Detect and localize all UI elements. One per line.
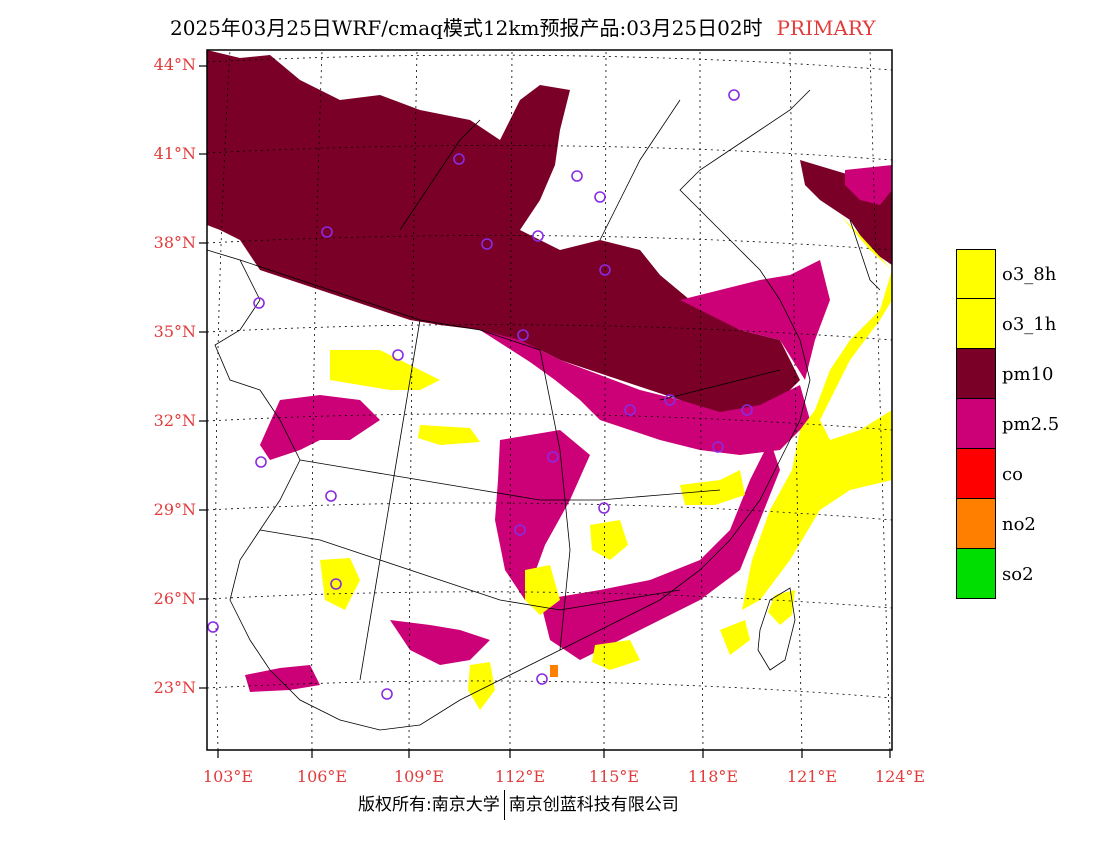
footer-divider: [503, 790, 505, 820]
lon-label-112: 112°E: [494, 767, 546, 786]
lon-label-118: 118°E: [687, 767, 739, 786]
legend-swatch: [956, 549, 996, 599]
o3-region-inland-6: [680, 470, 745, 505]
legend-item-o3-8h: o3_8h: [956, 249, 1059, 299]
o3-region-inland-2: [590, 520, 628, 560]
boundary-lines: [207, 89, 881, 731]
pm10-region-north: [207, 50, 800, 420]
title-text: 2025年03月25日WRF/cmaq模式12km预报产品:03月25日02时: [170, 16, 763, 40]
lat-label-26: 26°N: [153, 589, 196, 608]
copyright-left: 版权所有:南京大学: [358, 795, 500, 815]
legend-item-pm25: pm2.5: [956, 399, 1059, 449]
pm25-region-south: [495, 430, 590, 600]
pm25-region-coast: [540, 440, 780, 660]
copyright-footer: 版权所有:南京大学 南京创蓝科技有限公司: [358, 790, 679, 820]
pm25-region-ne: [845, 165, 892, 205]
legend-item-so2: so2: [956, 549, 1059, 599]
o3-region-inland-4: [525, 565, 560, 615]
legend-item-no2: no2: [956, 499, 1059, 549]
pm25-region-east: [680, 260, 830, 380]
pm25-region-west: [260, 395, 380, 460]
legend-swatch: [956, 449, 996, 499]
lon-label-115: 115°E: [588, 767, 640, 786]
pm25-region-sw: [245, 665, 320, 692]
legend-label: o3_1h: [1002, 313, 1057, 335]
lat-label-29: 29°N: [153, 500, 196, 519]
legend-label: o3_8h: [1002, 263, 1057, 285]
lat-label-38: 38°N: [153, 233, 196, 252]
o3-region-taiwan: [768, 590, 795, 625]
legend-swatch: [956, 349, 996, 399]
legend-item-co: co: [956, 449, 1059, 499]
o3-region-inland-5: [468, 662, 495, 710]
legend-swatch: [956, 499, 996, 549]
legend-item-o3-1h: o3_1h: [956, 299, 1059, 349]
copyright-right: 南京创蓝科技有限公司: [508, 795, 679, 815]
tick-marks: [199, 65, 891, 758]
legend-label: co: [1002, 463, 1023, 485]
o3-region-inland-3: [320, 558, 360, 610]
map-frame: [206, 49, 893, 751]
lon-label-106: 106°E: [296, 767, 348, 786]
legend-item-pm10: pm10: [956, 349, 1059, 399]
lon-label-121: 121°E: [786, 767, 838, 786]
lon-label-103: 103°E: [202, 767, 254, 786]
legend-label: so2: [1002, 563, 1034, 585]
lat-label-32: 32°N: [153, 411, 196, 430]
lat-label-44: 44°N: [153, 55, 196, 74]
title-tag: PRIMARY: [776, 16, 876, 40]
lon-label-124: 124°E: [874, 767, 926, 786]
city-markers: [207, 89, 753, 700]
legend-swatch: [956, 299, 996, 349]
o3-region-inland-7: [592, 640, 640, 670]
o3-region-sea-south: [720, 620, 750, 655]
legend-label: no2: [1002, 513, 1036, 535]
graticule: [207, 50, 892, 750]
lat-label-23: 23°N: [153, 678, 196, 697]
lat-label-41: 41°N: [153, 144, 196, 163]
legend-label: pm2.5: [1002, 413, 1060, 435]
lat-label-35: 35°N: [153, 322, 196, 341]
no2-spot: [550, 665, 558, 677]
o3-region-sea: [742, 215, 892, 610]
map-title: 2025年03月25日WRF/cmaq模式12km预报产品:03月25日02时 P…: [170, 12, 876, 41]
lon-label-109: 109°E: [393, 767, 445, 786]
legend: o3_8h o3_1h pm10 pm2.5 co no2 so2: [956, 249, 1059, 599]
o3-region-inland-8: [418, 425, 480, 445]
o3-region-inland-1: [330, 350, 440, 390]
legend-swatch: [956, 249, 996, 299]
pm25-region-central: [480, 330, 810, 455]
legend-label: pm10: [1002, 363, 1054, 385]
legend-swatch: [956, 399, 996, 449]
pm25-region-gx: [390, 620, 490, 665]
